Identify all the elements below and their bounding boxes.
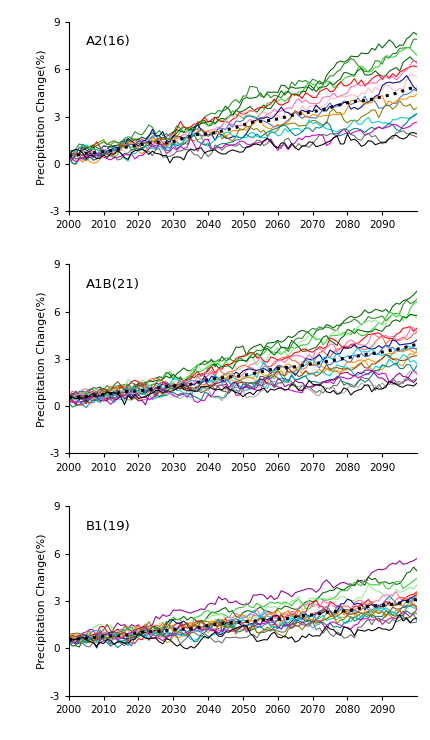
Text: B1(19): B1(19) — [86, 519, 131, 533]
Text: A2(16): A2(16) — [86, 36, 131, 48]
Text: A1B(21): A1B(21) — [86, 278, 140, 291]
Y-axis label: Precipitation Change(%): Precipitation Change(%) — [37, 49, 46, 184]
Y-axis label: Precipitation Change(%): Precipitation Change(%) — [37, 291, 46, 427]
Y-axis label: Precipitation Change(%): Precipitation Change(%) — [37, 534, 46, 669]
